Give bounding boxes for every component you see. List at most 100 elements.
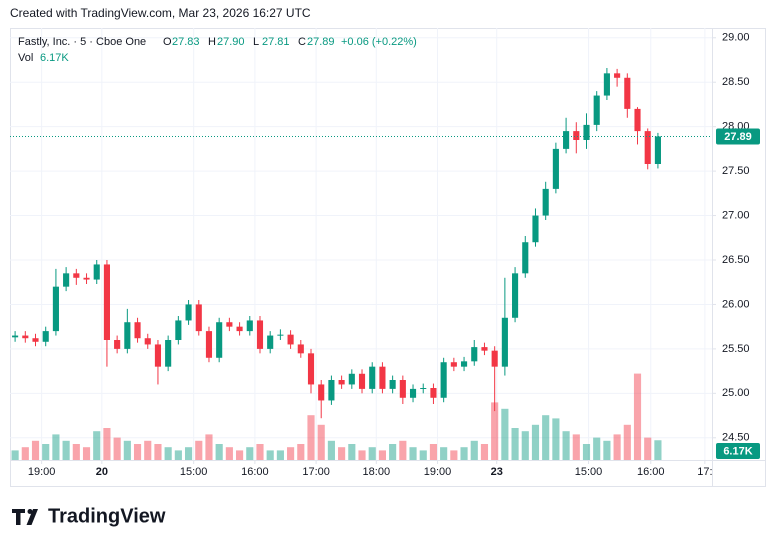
grid (10, 28, 712, 460)
candle-body (73, 273, 80, 278)
volume-bar (368, 447, 376, 460)
volume-bar (205, 434, 213, 460)
candle-body (624, 77, 631, 109)
volume-bar (582, 444, 591, 460)
x-tick-label: 16:00 (241, 466, 269, 478)
candle-body (369, 366, 376, 389)
candle-body (277, 334, 284, 336)
candles (12, 68, 661, 419)
volume-bar (307, 415, 315, 460)
candle-body (654, 136, 661, 164)
volume-bar (491, 402, 499, 460)
y-tick-label: 26.50 (722, 254, 750, 266)
candle-body (593, 95, 600, 125)
volume-bar (429, 444, 438, 460)
ohlc-value: 27.81 (262, 36, 290, 48)
x-tick-label: 19:00 (424, 466, 452, 478)
volume-bar (297, 444, 305, 460)
x-tick-label: 17:00 (302, 466, 330, 478)
x-tick-label: 17: (697, 466, 712, 478)
candle-body (338, 380, 345, 385)
volume-bar (52, 434, 60, 460)
last-price-box (716, 128, 760, 145)
candle-body (318, 384, 325, 401)
candle-body (563, 131, 570, 149)
volume-bar (572, 434, 580, 460)
candle-body (154, 344, 162, 367)
volume-bar (184, 447, 193, 460)
volume-bar (215, 444, 223, 460)
ohlc-value: 27.83 (172, 36, 200, 48)
volume-bar (93, 431, 101, 460)
candle-body (450, 362, 457, 367)
volume-bar (644, 437, 652, 460)
volume-bar (174, 450, 182, 460)
volume-bar (460, 447, 468, 460)
volume-bar (42, 444, 50, 460)
volume-bar (103, 428, 111, 460)
volume-bar (133, 444, 142, 460)
candle-body (399, 380, 406, 398)
candle-body (22, 335, 29, 339)
volume-bar (593, 437, 601, 460)
volume-bar (246, 447, 254, 460)
volume-bar (276, 450, 284, 460)
candle-body (634, 108, 641, 132)
candle-body (42, 331, 49, 342)
ohlc-key: L (253, 36, 259, 48)
volume-bar (623, 424, 631, 460)
candle-body (205, 331, 213, 358)
volume-bar (123, 440, 131, 460)
candle-body (267, 335, 274, 349)
volume-box (716, 443, 760, 459)
volume-bar (521, 431, 529, 460)
volume-bar (378, 450, 386, 460)
volume-bar (82, 447, 91, 460)
ohlc-key: H (208, 36, 216, 48)
x-tick-label: 23 (491, 466, 503, 478)
candle-body (512, 273, 519, 318)
candle-body (409, 388, 417, 398)
candle-body (583, 124, 590, 140)
volume-bar (154, 444, 162, 460)
volume-bar (603, 440, 611, 460)
volume-bar (266, 450, 274, 460)
y-tick-label: 27.50 (722, 165, 750, 177)
x-tick-label: 15:00 (180, 466, 208, 478)
candle-body (32, 338, 39, 342)
candle-body (297, 344, 304, 354)
axes: 24.50 25.00 25.50 26.00 26.50 27.00 27.50 28.00… (10, 32, 760, 478)
candle-body (93, 264, 100, 280)
volume-bar (613, 434, 621, 460)
brand-logo: TradingView (12, 505, 166, 527)
candle-body (440, 362, 447, 398)
candle-body (532, 215, 539, 243)
ohlc-key: C (298, 36, 306, 48)
candle-body (144, 338, 151, 345)
y-tick-label: 27.00 (722, 209, 750, 221)
volume-bar (480, 444, 489, 460)
candle-body (307, 353, 315, 385)
vol-value: 6.17K (40, 52, 69, 64)
candle-body (542, 188, 549, 216)
chart-frame (10, 28, 766, 487)
legend-header: Fastly, Inc. · 5 · Cboe One Vol 6.17K +0… (18, 36, 417, 64)
symbol: Fastly, Inc. · 5 · Cboe One (18, 36, 146, 48)
x-tick-label: 18:00 (363, 466, 391, 478)
brand: TradingView (48, 505, 166, 527)
volume-bar (389, 444, 397, 460)
candle-body (83, 277, 90, 280)
x-tick-label: 20 (96, 466, 108, 478)
volume-bar (501, 408, 509, 460)
volume-bar (552, 418, 560, 460)
volume-bar (236, 450, 244, 460)
candle-body (165, 340, 172, 367)
volume-bar (450, 450, 458, 460)
candle-body (389, 380, 396, 389)
candle-body (460, 361, 468, 367)
candle-body (124, 322, 131, 349)
candle-body (501, 317, 508, 367)
y-tick-label: 28.00 (722, 121, 750, 133)
caption: Created with TradingView.com, Mar 23, 20… (10, 6, 311, 20)
